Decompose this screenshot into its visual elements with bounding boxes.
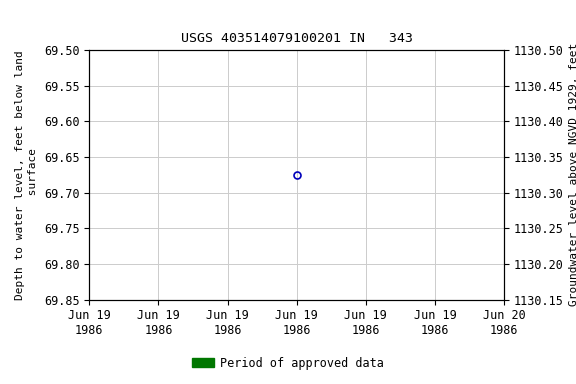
Title: USGS 403514079100201 IN   343: USGS 403514079100201 IN 343 [181,31,412,45]
Y-axis label: Groundwater level above NGVD 1929, feet: Groundwater level above NGVD 1929, feet [569,43,576,306]
Y-axis label: Depth to water level, feet below land
 surface: Depth to water level, feet below land su… [15,50,39,300]
Legend: Period of approved data: Period of approved data [188,352,388,374]
